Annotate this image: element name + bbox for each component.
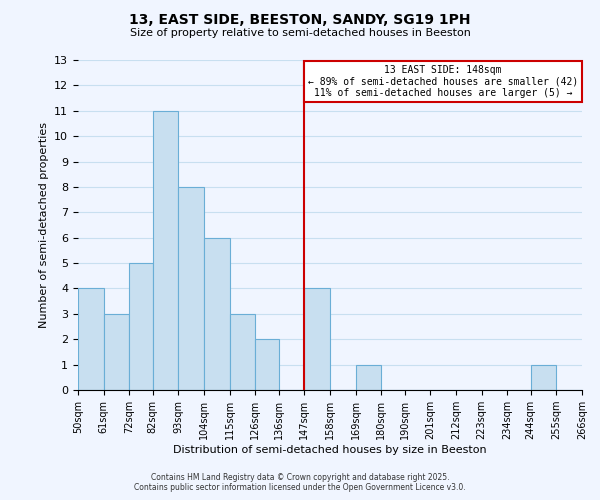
Text: Size of property relative to semi-detached houses in Beeston: Size of property relative to semi-detach… <box>130 28 470 38</box>
Bar <box>178 187 204 390</box>
Y-axis label: Number of semi-detached properties: Number of semi-detached properties <box>38 122 49 328</box>
Text: 13, EAST SIDE, BEESTON, SANDY, SG19 1PH: 13, EAST SIDE, BEESTON, SANDY, SG19 1PH <box>129 12 471 26</box>
Bar <box>230 314 256 390</box>
Text: 13 EAST SIDE: 148sqm
← 89% of semi-detached houses are smaller (42)
11% of semi-: 13 EAST SIDE: 148sqm ← 89% of semi-detac… <box>308 65 578 98</box>
Bar <box>104 314 130 390</box>
Bar <box>530 364 556 390</box>
Bar <box>78 288 104 390</box>
X-axis label: Distribution of semi-detached houses by size in Beeston: Distribution of semi-detached houses by … <box>173 445 487 455</box>
Text: Contains HM Land Registry data © Crown copyright and database right 2025.
Contai: Contains HM Land Registry data © Crown c… <box>134 473 466 492</box>
Bar <box>256 339 278 390</box>
Bar <box>130 263 152 390</box>
Bar <box>356 364 382 390</box>
Bar <box>204 238 230 390</box>
Bar <box>152 111 178 390</box>
Bar <box>304 288 330 390</box>
